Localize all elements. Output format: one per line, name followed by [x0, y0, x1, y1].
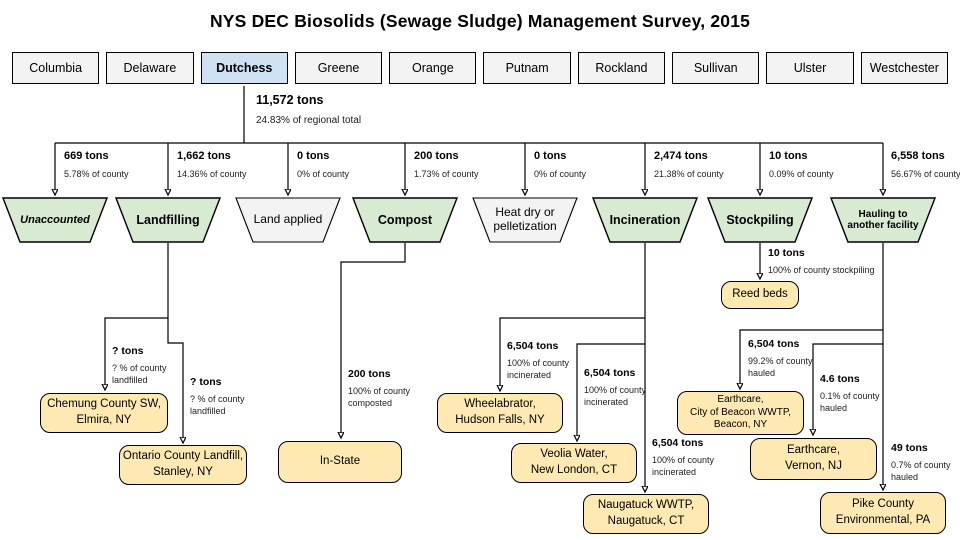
tab-ulster[interactable]: Ulster: [766, 52, 854, 84]
method-hauling: Hauling to another facility: [830, 197, 936, 243]
facility-pike: Pike County Environmental, PA: [820, 492, 946, 534]
stat-landfilling: 1,662 tons 14.36% of county: [177, 150, 247, 179]
stat-stockpiling: 10 tons 0.09% of county: [769, 150, 834, 179]
tab-delaware[interactable]: Delaware: [106, 52, 194, 84]
facility-veolia: Veolia Water, New London, CT: [511, 443, 637, 483]
stat-hauling: 6,558 tons 56.67% of county: [891, 150, 960, 179]
method-compost: Compost: [352, 197, 458, 243]
stat-compost: 200 tons 1.73% of county: [414, 150, 479, 179]
facility-earthcare-vernon: Earthcare, Vernon, NJ: [750, 438, 877, 480]
method-stockpiling: Stockpiling: [707, 197, 813, 243]
tab-sullivan[interactable]: Sullivan: [672, 52, 760, 84]
flow-landfill-2: ? tons ? % of county landfilled: [190, 376, 245, 417]
flow-stockpiling-1: 10 tons 100% of county stockpiling: [768, 247, 875, 275]
facility-wheelabrator: Wheelabrator, Hudson Falls, NY: [437, 393, 563, 433]
county-tabs: Columbia Delaware Dutchess Greene Orange…: [12, 52, 948, 84]
facility-ontario: Ontario County Landfill, Stanley, NY: [119, 445, 247, 485]
method-land-applied: Land applied: [235, 197, 341, 243]
tab-orange[interactable]: Orange: [389, 52, 477, 84]
page-title: NYS DEC Biosolids (Sewage Sludge) Manage…: [209, 11, 751, 31]
flow-landfill-1: ? tons ? % of county landfilled: [112, 345, 167, 386]
stat-incineration: 2,474 tons 21.38% of county: [654, 150, 724, 179]
flow-hauling-3: 49 tons 0.7% of county hauled: [891, 442, 951, 483]
method-unaccounted: Unaccounted: [2, 197, 108, 243]
stat-land-applied: 0 tons 0% of county: [297, 150, 350, 179]
facility-reed-beds: Reed beds: [721, 281, 799, 309]
flow-incineration-1: 6,504 tons 100% of county incinerated: [507, 340, 570, 381]
flow-hauling-1: 6,504 tons 99.2% of county hauled: [748, 338, 813, 379]
facility-in-state: In-State: [278, 441, 402, 483]
flow-incineration-2: 6,504 tons 100% of county incinerated: [584, 367, 647, 408]
facility-earthcare-beacon: Earthcare, City of Beacon WWTP, Beacon, …: [677, 391, 804, 435]
county-total-share: 24.83% of regional total: [256, 115, 362, 126]
tab-putnam[interactable]: Putnam: [483, 52, 571, 84]
flow-incineration-3: 6,504 tons 100% of county incinerated: [652, 437, 715, 478]
facility-naugatuck: Naugatuck WWTP, Naugatuck, CT: [583, 494, 709, 534]
method-incineration: Incineration: [592, 197, 698, 243]
method-landfilling: Landfilling: [115, 197, 221, 243]
tab-greene[interactable]: Greene: [294, 52, 383, 84]
method-heat-dry: Heat dry or pelletization: [472, 197, 578, 243]
tab-westchester[interactable]: Westchester: [860, 52, 948, 84]
stat-unaccounted: 669 tons 5.78% of county: [64, 150, 129, 179]
stat-heat-dry: 0 tons 0% of county: [534, 150, 587, 179]
flow-compost-1: 200 tons 100% of county composted: [348, 368, 411, 409]
tab-rockland[interactable]: Rockland: [577, 52, 666, 84]
facility-chemung: Chemung County SW, Elmira, NY: [40, 393, 168, 433]
tab-dutchess[interactable]: Dutchess: [200, 52, 288, 84]
flow-hauling-2: 4.6 tons 0.1% of county hauled: [820, 373, 880, 414]
county-total-label: 11,572 tons 24.83% of regional total: [256, 93, 361, 126]
county-total-tons: 11,572 tons: [256, 93, 324, 107]
tab-columbia[interactable]: Columbia: [12, 52, 100, 84]
